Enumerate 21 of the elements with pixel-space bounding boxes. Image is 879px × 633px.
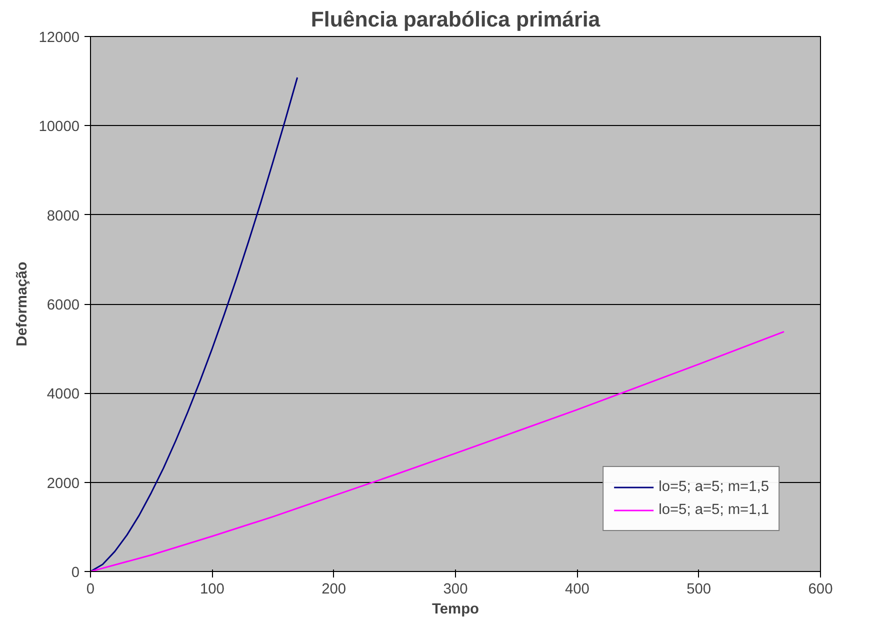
x-tick-label: 600 [808, 582, 833, 598]
y-tick-label: 10000 [38, 119, 80, 136]
y-tick-label: 2000 [46, 476, 80, 492]
chart-title: Fluência parabólica primária [310, 8, 600, 32]
x-tick-label: 400 [564, 582, 590, 598]
y-tick-label: 4000 [46, 386, 80, 403]
line-series [90, 330, 785, 572]
x-axis-title: Tempo [432, 602, 480, 618]
y-tick-label: 6000 [46, 298, 80, 314]
y-tick-label: 0 [71, 565, 80, 581]
x-tick-label: 300 [443, 582, 468, 598]
x-tick-label: 0 [86, 582, 95, 598]
x-tick-label: 100 [200, 582, 224, 598]
legend-label: lo=5; a=5; m=1,5 [658, 479, 769, 495]
x-tick-label: 200 [322, 582, 346, 598]
y-tick-label: 12000 [38, 30, 80, 46]
y-tick-label: 8000 [46, 208, 80, 224]
line-series [90, 76, 298, 572]
y-axis-title: Deformação [14, 262, 31, 346]
legend-label: lo=5; a=5; m=1,1 [658, 502, 769, 518]
x-tick-label: 500 [686, 582, 712, 598]
